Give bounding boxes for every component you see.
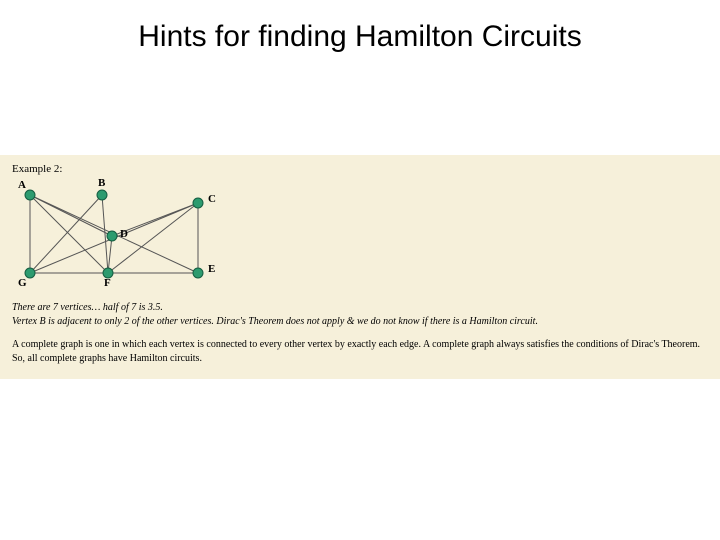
- explanation-block-2: A complete graph is one in which each ve…: [12, 338, 708, 365]
- slide: Hints for finding Hamilton Circuits Exam…: [0, 0, 720, 540]
- graph-diagram: ABCDEFG: [12, 181, 242, 291]
- example-label: Example 2:: [12, 163, 708, 175]
- node-E: [193, 268, 203, 278]
- edge-B-G: [30, 195, 102, 273]
- node-label-D: D: [120, 228, 128, 240]
- edge-D-F: [108, 236, 112, 273]
- node-label-A: A: [18, 179, 26, 191]
- node-C: [193, 198, 203, 208]
- text-line-1: There are 7 vertices… half of 7 is 3.5.: [12, 301, 708, 315]
- node-label-E: E: [208, 263, 215, 275]
- node-D: [107, 231, 117, 241]
- node-label-G: G: [18, 277, 27, 289]
- node-label-B: B: [98, 177, 105, 189]
- edge-A-F: [30, 195, 108, 273]
- slide-title: Hints for finding Hamilton Circuits: [0, 0, 720, 54]
- node-A: [25, 190, 35, 200]
- node-label-F: F: [104, 277, 111, 289]
- node-label-C: C: [208, 193, 216, 205]
- text-line-2: Vertex B is adjacent to only 2 of the ot…: [12, 315, 708, 329]
- explanation-block-1: There are 7 vertices… half of 7 is 3.5. …: [12, 301, 708, 328]
- node-B: [97, 190, 107, 200]
- content-box: Example 2: A B C D E F G There are 7 vertices……: [0, 155, 720, 379]
